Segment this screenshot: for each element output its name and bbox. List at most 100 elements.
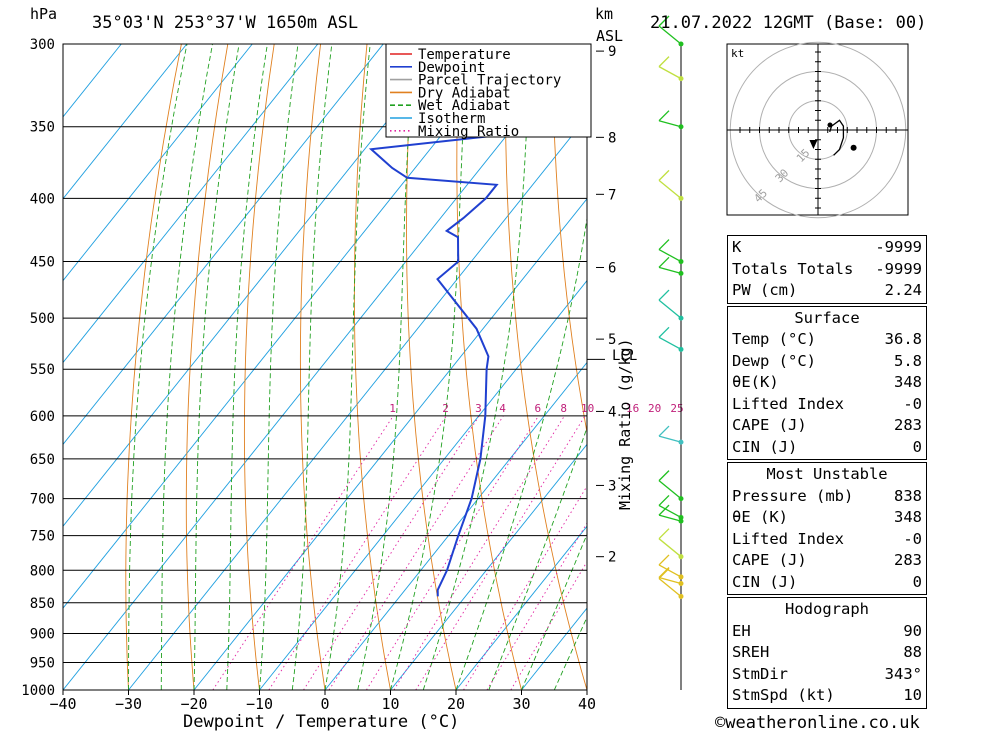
wind-barb [658,289,684,321]
index-label: StmSpd (kt) [732,686,835,704]
mixing-ratio-line [510,560,587,690]
dry-adiabat-line [243,44,275,690]
index-row: StmDir 343° [732,664,922,686]
wind-barbs [658,15,684,599]
isotherm-line [63,44,188,200]
index-row: Pressure (mb) 838 [732,486,922,508]
lcl-label: LCL [612,348,637,364]
dry-adiabat-line [552,44,587,435]
wind-barb-dot [678,514,684,520]
hodograph-unit-label: kt [731,47,744,60]
index-label: K [732,238,742,256]
index-label: θE(K) [732,373,779,391]
wind-barb-dot [678,518,684,524]
index-row: CAPE (J) 283 [732,415,922,437]
wind-barb-shaft [658,576,682,585]
temperature-tick-label: 10 [381,695,399,713]
index-row: PW (cm) 2.24 [732,280,922,302]
index-row: Dewp (°C) 5.8 [732,351,922,373]
wind-barb-shaft [658,480,682,500]
km-tick-label: 8 [608,130,616,146]
index-value: -0 [903,394,922,413]
pressure-tick-label: 700 [30,492,55,508]
pressure-tick-label: 650 [30,452,55,468]
wind-barb-dot [678,581,684,587]
isotherm-line [63,44,384,446]
km-tick-label: 3 [608,478,616,494]
dry-adiabat-line [924,44,1000,690]
wind-barb-flag [658,256,670,268]
wet-adiabat-line [488,426,587,690]
pressure-tick-label: 500 [30,311,55,327]
wind-barb-dot [678,41,684,47]
index-label: θE (K) [732,508,788,526]
mixing-ratio-label: 8 [560,402,567,415]
index-value: 90 [903,621,922,640]
wet-adiabat-line [291,44,333,690]
wet-adiabat-line [259,44,299,690]
hodograph-point [850,144,857,151]
isotherm-line [128,116,587,690]
index-value: 343° [884,664,922,683]
index-row: CAPE (J) 283 [732,550,922,572]
index-row: StmSpd (kt) 10 [732,685,922,707]
surface-title: Surface [794,308,860,327]
wind-barb [658,425,684,445]
legend-entry: Parcel Trajectory [418,73,561,89]
legend-box [385,43,592,138]
index-value: 283 [894,551,922,569]
pressure-axis: 300 350 400 450 500 550 600 650 700 750 800 850 900 9… [21,37,55,699]
wind-barb-shaft [658,514,682,522]
wind-barb-dot [678,259,684,265]
index-row: θE (K) 348 [732,507,922,529]
isotherm-line [63,44,581,690]
wind-barb [658,567,684,599]
isotherm-line [390,443,587,690]
mixing-ratio-label: 3 [475,402,482,415]
km-tick-label: 9 [608,44,616,60]
wind-barb-shaft [658,504,682,519]
isotherm-line [63,44,515,609]
wind-barb-dot [678,574,684,580]
index-label: EH [732,621,751,640]
wind-barb-flag [658,239,670,251]
wind-barb-shaft [658,120,682,128]
wet-adiabat-line [553,616,587,690]
index-label: Totals Totals [732,259,854,278]
legend-entry: Wet Adiabat [418,98,511,114]
hodograph-stats-title: Hodograph [785,600,869,618]
mixing-ratio-label: 25 [670,402,683,415]
pressure-tick-label: 950 [30,655,55,671]
dry-adiabat-line [456,44,522,690]
wind-barb [658,256,684,276]
general-indices-box: K -9999 Totals Totals -9999 PW (cm) 2.24 [727,235,927,304]
isotherm-line [259,279,587,690]
dry-adiabat-line [125,44,182,690]
index-value: 5.8 [894,351,922,370]
temperature-tick-label: 40 [578,695,596,713]
index-value: 88 [903,643,922,661]
wind-barb-flag [658,56,670,68]
km-axis: 9 8 7 6 5 4 3 2 [587,44,682,690]
index-row: CIN (J) 0 [732,572,922,594]
copyright-text: ©weatheronline.co.uk [715,713,920,733]
wind-barb-flag [658,15,670,27]
wind-barb-dot [678,346,684,352]
index-label: SREH [732,643,770,661]
x-axis-label: Dewpoint / Temperature (°C) [183,712,459,732]
wind-barb-shaft [658,299,682,319]
index-row: CIN (J) 0 [732,437,922,459]
wet-adiabat-line [357,44,416,690]
wind-barb-flag [658,326,670,338]
isotherm-line [63,44,253,282]
wet-adiabat-line [226,44,268,690]
wind-barb [658,567,684,587]
wind-barb-shaft [658,179,682,199]
index-value: 838 [894,486,922,505]
index-row: EH 90 [732,621,922,643]
wind-barb-flag [658,567,670,579]
index-label: CAPE (J) [732,416,807,434]
wind-barb-dot [678,554,684,560]
